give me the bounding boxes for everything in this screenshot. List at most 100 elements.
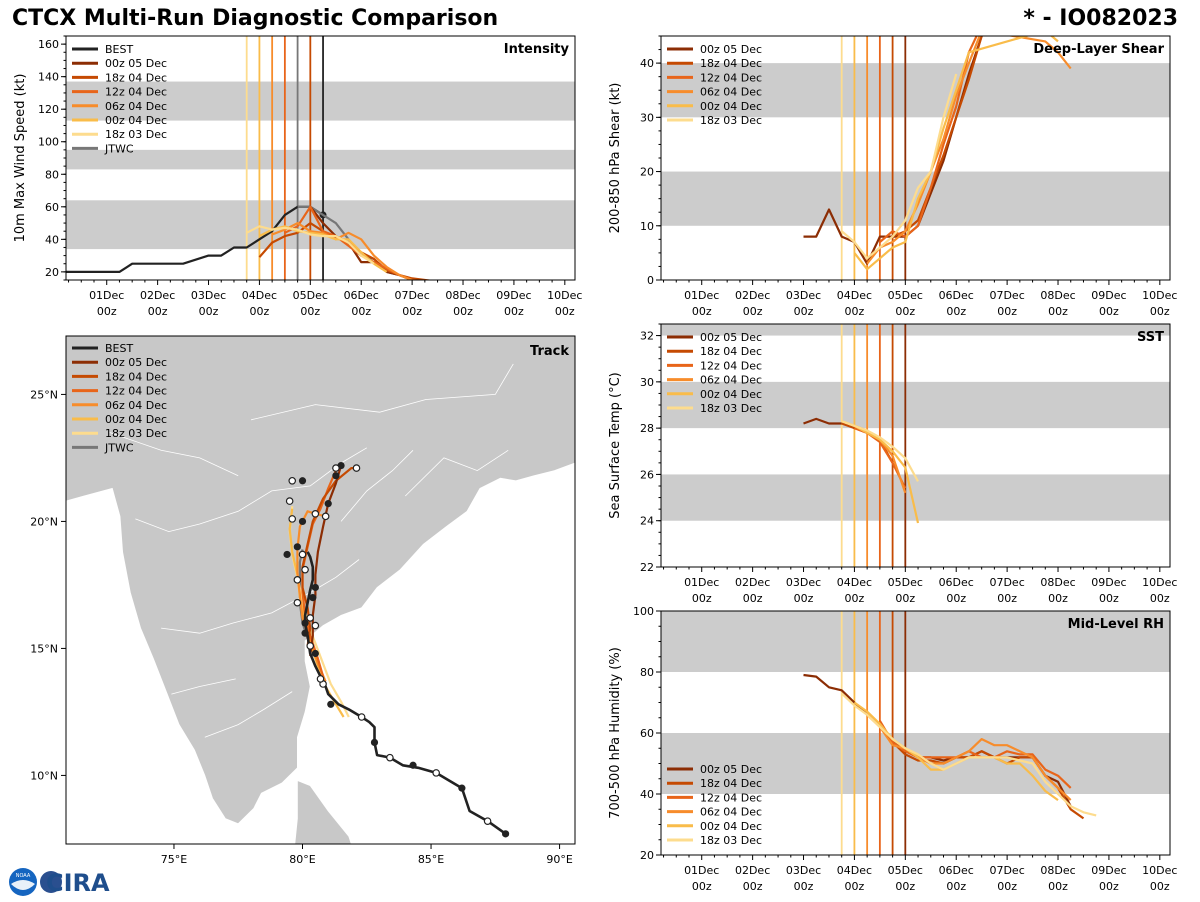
track-marker-open [301,565,309,574]
track-marker-open [321,512,330,521]
sst-xtick-sublabel: 00z [1150,592,1170,605]
intensity-plot-area [66,36,575,280]
track-marker-open [293,598,302,607]
intensity-xtick-sublabel: 00z [250,305,270,318]
intensity-ytick-label: 120 [38,103,59,116]
shear-xtick-label: 02Dec [735,289,770,302]
intensity-ytick-label: 80 [45,168,59,181]
intensity-band [66,81,575,121]
sst-xtick-label: 08Dec [1040,576,1075,589]
intensity-xtick-sublabel: 00z [453,305,473,318]
track-ytick-label: 20°N [30,515,58,528]
sri-lanka-landmass [294,779,352,844]
track-marker-open [311,621,320,630]
sst-xtick-sublabel: 00z [895,592,915,605]
track-marker-open [432,769,440,777]
rh-xtick-label: 08Dec [1040,864,1075,877]
rh-series-line [878,720,1072,789]
sst-xtick-label: 10Dec [1142,576,1177,589]
state-border [340,450,414,522]
track-marker-open [311,509,320,518]
rh-xtick-label: 04Dec [837,864,872,877]
rh-legend-label: 18z 03 Dec [700,834,762,847]
track-marker-filled [324,500,332,508]
sst-xtick-sublabel: 00z [845,592,865,605]
india-landmass [66,336,575,825]
track-marker-open [298,550,307,559]
track-marker-filled [409,761,417,769]
intensity-panel: 20 40 60 80 100 120 140 160 01Dec 00z 02Dec 00z 03De… [13,35,582,318]
track-marker-filled [501,830,510,838]
intensity-xtick-label: 02Dec [140,289,175,302]
sst-ylabel: Sea Surface Temp (°C) [608,372,623,519]
shear-xtick-sublabel: 00z [997,305,1017,318]
sst-xtick-label: 01Dec [684,576,719,589]
rh-ytick-label: 60 [640,727,654,740]
state-border [171,678,236,695]
shear-ytick-label: 40 [640,57,654,70]
rh-xtick-label: 03Dec [786,864,821,877]
track-marker-filled [293,543,301,551]
sst-xtick-sublabel: 00z [743,592,763,605]
track-legend-label: 18z 03 Dec [105,427,167,440]
cira-logo-text: CIRA [46,869,110,897]
shear-xtick-label: 10Dec [1142,289,1177,302]
sst-xtick-sublabel: 00z [692,592,712,605]
intensity-legend-label: BEST [105,43,133,56]
track-frame [65,335,576,845]
track-xtick-label: 80°E [289,853,315,866]
track-marker-open [306,614,315,622]
state-border [405,449,509,497]
track-map-area [66,336,575,844]
track-marker-filled [298,517,307,526]
rh-xtick-sublabel: 00z [743,880,763,893]
intensity-series-line [271,222,413,280]
sst-xtick-label: 02Dec [735,576,770,589]
intensity-xtick-label: 04Dec [242,289,277,302]
track-legend-label: 12z 04 Dec [105,385,167,398]
track-marker-filled [301,629,309,637]
intensity-xtick-sublabel: 00z [504,305,524,318]
sst-ytick-label: 30 [640,376,654,389]
rh-xtick-label: 01Dec [684,864,719,877]
shear-legend-label: 18z 03 Dec [700,114,762,127]
intensity-xtick-label: 08Dec [445,289,480,302]
intensity-xtick-label: 06Dec [344,289,379,302]
sst-title: SST [1137,330,1164,345]
track-marker-open [293,576,302,584]
sst-xtick-label: 06Dec [939,576,974,589]
rh-legend-label: 06z 04 Dec [700,806,762,819]
sst-xtick-sublabel: 00z [794,592,814,605]
sst-legend-label: 18z 03 Dec [700,402,762,415]
shear-xtick-label: 01Dec [684,289,719,302]
rh-band [661,733,1170,794]
track-marker-open [285,497,294,505]
rh-ylabel: 700-500 hPa Humidity (%) [608,647,623,819]
rh-ytick-label: 40 [640,788,654,801]
track-ytick-label: 25°N [30,388,58,401]
rh-xtick-label: 05Dec [888,864,923,877]
shear-xtick-label: 04Dec [837,289,872,302]
shear-xtick-sublabel: 00z [1048,305,1068,318]
track-legend-label: 18z 04 Dec [105,370,167,383]
track-marker-filled [327,700,335,708]
track-ytick-label: 15°N [30,642,58,655]
track-marker-open [352,464,361,472]
track-marker-open [357,713,366,721]
rh-xtick-sublabel: 00z [946,880,966,893]
rh-xtick-sublabel: 00z [997,880,1017,893]
shear-legend-label: 00z 05 Dec [700,43,762,56]
track-marker-open [316,675,325,683]
page-title: CTCX Multi-Run Diagnostic Comparison [12,6,499,31]
sst-ytick-label: 22 [640,561,654,574]
shear-xtick-sublabel: 00z [1150,305,1170,318]
rh-legend-label: 00z 04 Dec [700,820,762,833]
intensity-legend-label: 00z 04 Dec [105,114,167,127]
shear-xtick-label: 06Dec [939,289,974,302]
sst-xtick-sublabel: 00z [1099,592,1119,605]
rh-xtick-label: 10Dec [1142,864,1177,877]
noaa-logo-text: NOAA [16,873,31,879]
intensity-legend-label: 18z 03 Dec [105,128,167,141]
track-title: Track [530,344,569,359]
